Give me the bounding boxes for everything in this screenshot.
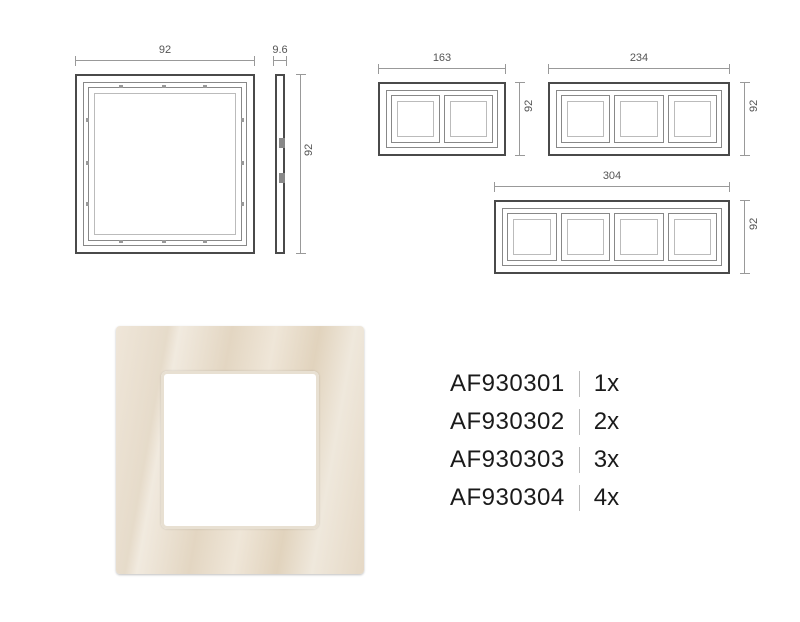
dim-quad-width: 304 bbox=[494, 170, 730, 182]
sku-divider bbox=[579, 447, 580, 473]
dim-depth: 9.6 bbox=[264, 44, 296, 56]
dim-triple-height-line bbox=[744, 82, 745, 156]
drawing-single-front bbox=[75, 74, 255, 254]
gang-slot bbox=[391, 95, 440, 143]
gang-slot bbox=[614, 95, 663, 143]
gang-slot bbox=[561, 213, 611, 261]
sku-code: AF930301 bbox=[450, 370, 565, 398]
sku-qty: 2x bbox=[594, 408, 619, 436]
dim-double-height: 92 bbox=[523, 100, 535, 112]
sku-divider bbox=[579, 409, 580, 435]
dim-quad-width-line bbox=[494, 186, 730, 187]
drawing-single-profile bbox=[275, 74, 285, 254]
sku-divider bbox=[579, 485, 580, 511]
sku-qty: 1x bbox=[594, 370, 619, 398]
dim-triple-height: 92 bbox=[748, 100, 760, 112]
dim-quad-height-line bbox=[744, 200, 745, 274]
page: 92 92 9.6 163 92 234 92 304 92 bbox=[0, 0, 800, 622]
dim-double-width-line bbox=[378, 68, 506, 69]
gang-slot bbox=[561, 95, 610, 143]
product-render bbox=[116, 326, 364, 574]
sku-code: AF930304 bbox=[450, 484, 565, 512]
gang-slot bbox=[88, 87, 242, 241]
dim-double-width: 163 bbox=[378, 52, 506, 64]
dim-depth-line bbox=[273, 60, 287, 61]
product-opening bbox=[161, 371, 319, 529]
sku-code: AF930302 bbox=[450, 408, 565, 436]
gang-slot bbox=[507, 213, 557, 261]
dim-quad-height: 92 bbox=[748, 218, 760, 230]
drawing-double bbox=[378, 82, 506, 156]
dim-double-height-line bbox=[519, 82, 520, 156]
sku-table: AF930301 1x AF930302 2x AF930303 3x AF93… bbox=[450, 370, 619, 512]
dim-triple-width: 234 bbox=[548, 52, 730, 64]
gang-slot bbox=[668, 95, 717, 143]
gang-slot bbox=[444, 95, 493, 143]
drawing-quad bbox=[494, 200, 730, 274]
drawing-triple bbox=[548, 82, 730, 156]
sku-qty: 4x bbox=[594, 484, 619, 512]
dim-single-width: 92 bbox=[75, 44, 255, 56]
dim-triple-width-line bbox=[548, 68, 730, 69]
gang-slot bbox=[668, 213, 718, 261]
dim-single-width-line bbox=[75, 60, 255, 61]
dim-single-height: 92 bbox=[303, 144, 315, 156]
gang-slot bbox=[614, 213, 664, 261]
sku-divider bbox=[579, 371, 580, 397]
sku-qty: 3x bbox=[594, 446, 619, 474]
dim-single-height-line bbox=[300, 74, 301, 254]
sku-code: AF930303 bbox=[450, 446, 565, 474]
